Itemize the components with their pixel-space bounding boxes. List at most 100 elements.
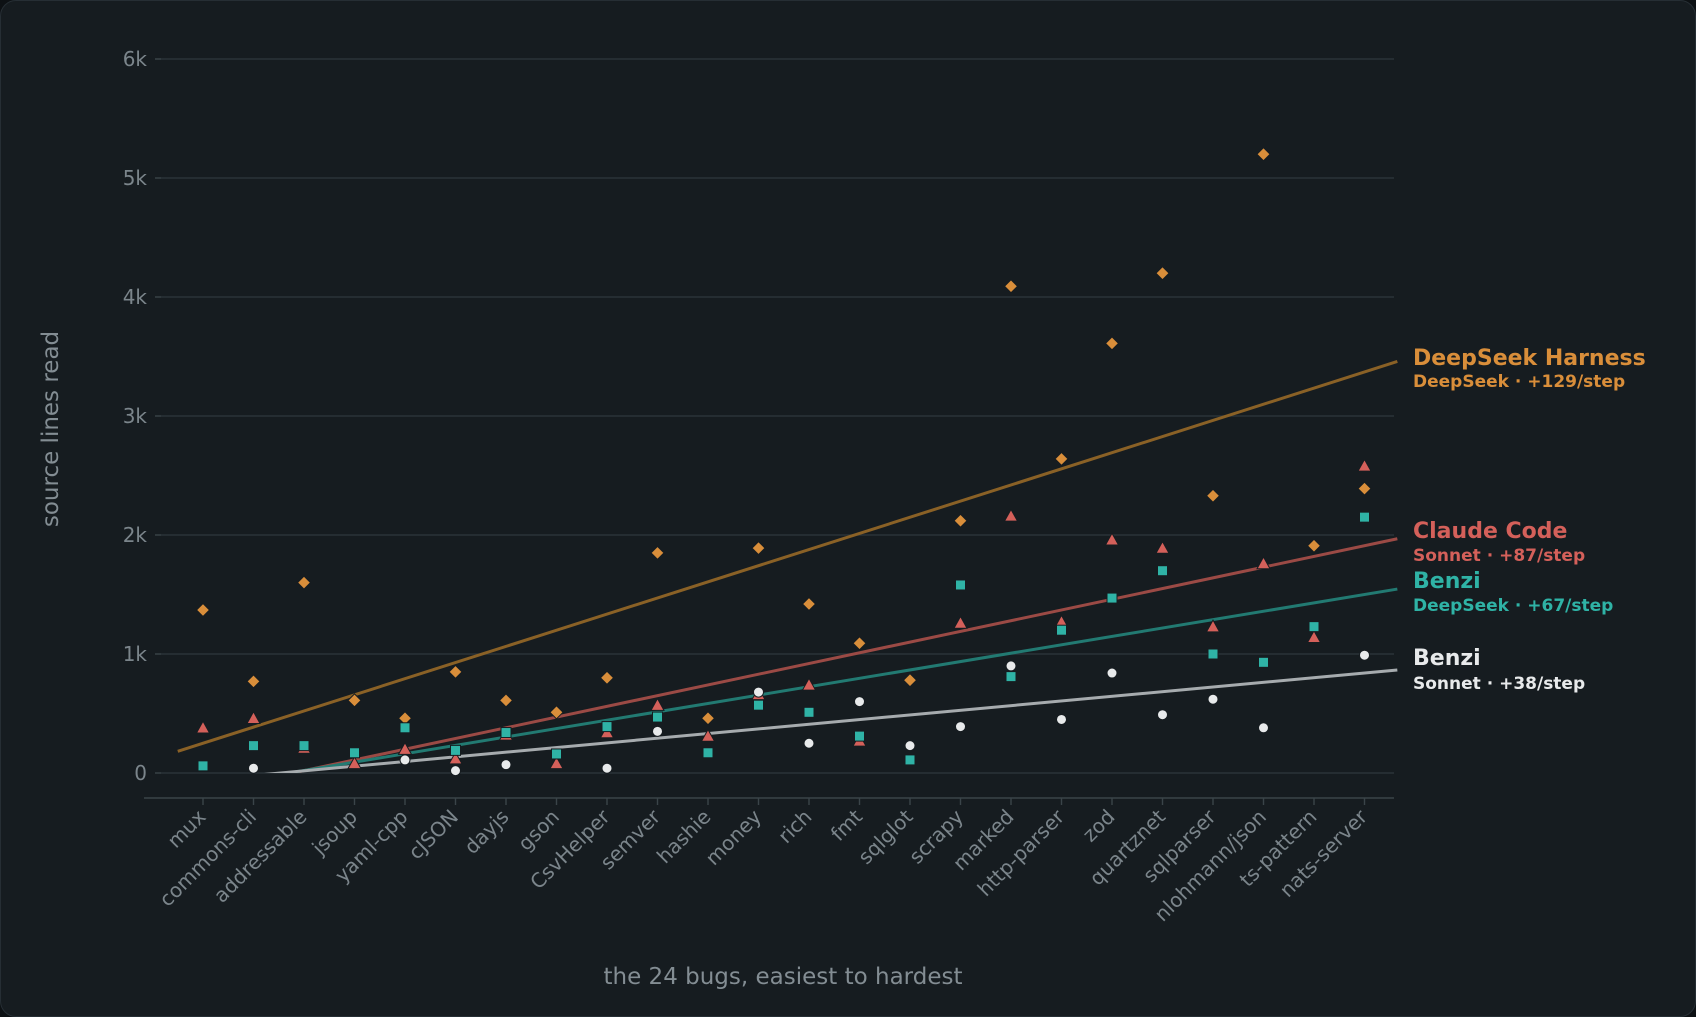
x-tick-label: fmt (826, 804, 867, 845)
data-point (1054, 451, 1069, 467)
data-point (1359, 649, 1370, 661)
data-point (753, 699, 764, 711)
x-tick-label: zod (1078, 805, 1120, 847)
data-point (298, 740, 310, 752)
x-axis-title: the 24 bugs, easiest to hardest (604, 964, 963, 990)
data-point (349, 747, 360, 759)
data-point (1359, 511, 1370, 523)
data-point (1157, 565, 1168, 577)
data-point (1207, 693, 1219, 705)
data-point (753, 686, 764, 698)
series-name-label: Benzi (1413, 646, 1481, 671)
data-point (854, 730, 865, 742)
data-point (549, 705, 564, 720)
data-point (347, 755, 362, 770)
y-axis-ticks: 0 1k 2k 3k 4k 5k 6k (123, 47, 148, 785)
data-point (652, 725, 663, 737)
data-point (652, 711, 663, 723)
x-tick-label: dayjs (459, 805, 513, 859)
data-point (1256, 146, 1271, 162)
data-point (197, 760, 209, 772)
data-point (1256, 556, 1271, 570)
data-point (702, 747, 714, 759)
data-point (399, 722, 411, 734)
series-name-label: DeepSeek Harness (1413, 346, 1646, 371)
y-tick-label: 2k (123, 523, 148, 547)
y-tick-label: 0 (134, 761, 147, 785)
data-point (902, 672, 918, 688)
data-point (1005, 660, 1017, 672)
data-point (248, 740, 259, 752)
x-tick-label: sqlglot (853, 804, 917, 868)
data-point (1003, 279, 1019, 294)
data-point (1003, 508, 1019, 522)
data-point (500, 759, 512, 771)
data-point (1306, 538, 1322, 553)
data-point (803, 706, 815, 718)
x-tick-label: rich (773, 805, 816, 848)
data-point (1207, 648, 1219, 660)
data-point (397, 741, 413, 755)
data-point (246, 710, 261, 724)
trend-line (279, 587, 1398, 773)
data-point (700, 728, 716, 742)
data-point (1155, 265, 1170, 281)
data-point (1306, 629, 1322, 644)
data-point (801, 677, 817, 691)
data-point (854, 696, 865, 708)
data-point (953, 615, 968, 629)
data-point (700, 711, 716, 726)
data-point (195, 602, 211, 618)
data-point (955, 721, 966, 733)
data-point (1056, 713, 1067, 725)
data-point (803, 737, 815, 749)
data-point (1056, 624, 1067, 636)
data-points (195, 146, 1372, 777)
data-point (450, 744, 461, 756)
data-point (1104, 336, 1120, 351)
data-point (1205, 619, 1221, 633)
series-sublabel: Sonnet · +38/step (1413, 674, 1585, 694)
y-tick-label: 5k (123, 166, 148, 190)
series-name-label: Benzi (1413, 569, 1481, 594)
data-point (248, 762, 259, 774)
data-point (1357, 481, 1372, 496)
series-sublabel: DeepSeek · +67/step (1413, 596, 1613, 616)
series-sublabel: DeepSeek · +129/step (1413, 372, 1625, 392)
data-point (500, 727, 512, 739)
y-tick-label: 4k (123, 285, 148, 309)
data-point (904, 754, 916, 766)
trend-line (177, 360, 1398, 753)
series-sublabel: Sonnet · +87/step (1413, 546, 1585, 566)
x-tick-label: money (701, 804, 767, 870)
data-point (549, 755, 564, 770)
y-tick-label: 3k (123, 404, 148, 428)
data-point (1155, 540, 1170, 554)
data-point (601, 762, 613, 774)
y-tick-label: 1k (123, 642, 148, 666)
x-tick-label: cJSON (403, 805, 463, 865)
data-point (551, 748, 562, 760)
data-point (1157, 709, 1168, 721)
data-point (801, 596, 817, 612)
data-point (448, 664, 463, 680)
trend-line (285, 537, 1398, 773)
data-point (1357, 458, 1372, 472)
data-point (904, 740, 916, 752)
data-point (296, 575, 312, 590)
y-axis-title: source lines read (38, 331, 64, 527)
data-point (399, 754, 411, 766)
data-point (448, 751, 463, 765)
data-point (347, 693, 362, 708)
data-point (852, 636, 867, 651)
data-point (601, 721, 613, 733)
data-point (1308, 621, 1320, 633)
data-point (498, 693, 514, 708)
data-point (1104, 532, 1120, 546)
data-point (1005, 671, 1017, 683)
series-name-label: Claude Code (1413, 519, 1567, 544)
data-point (650, 697, 665, 711)
